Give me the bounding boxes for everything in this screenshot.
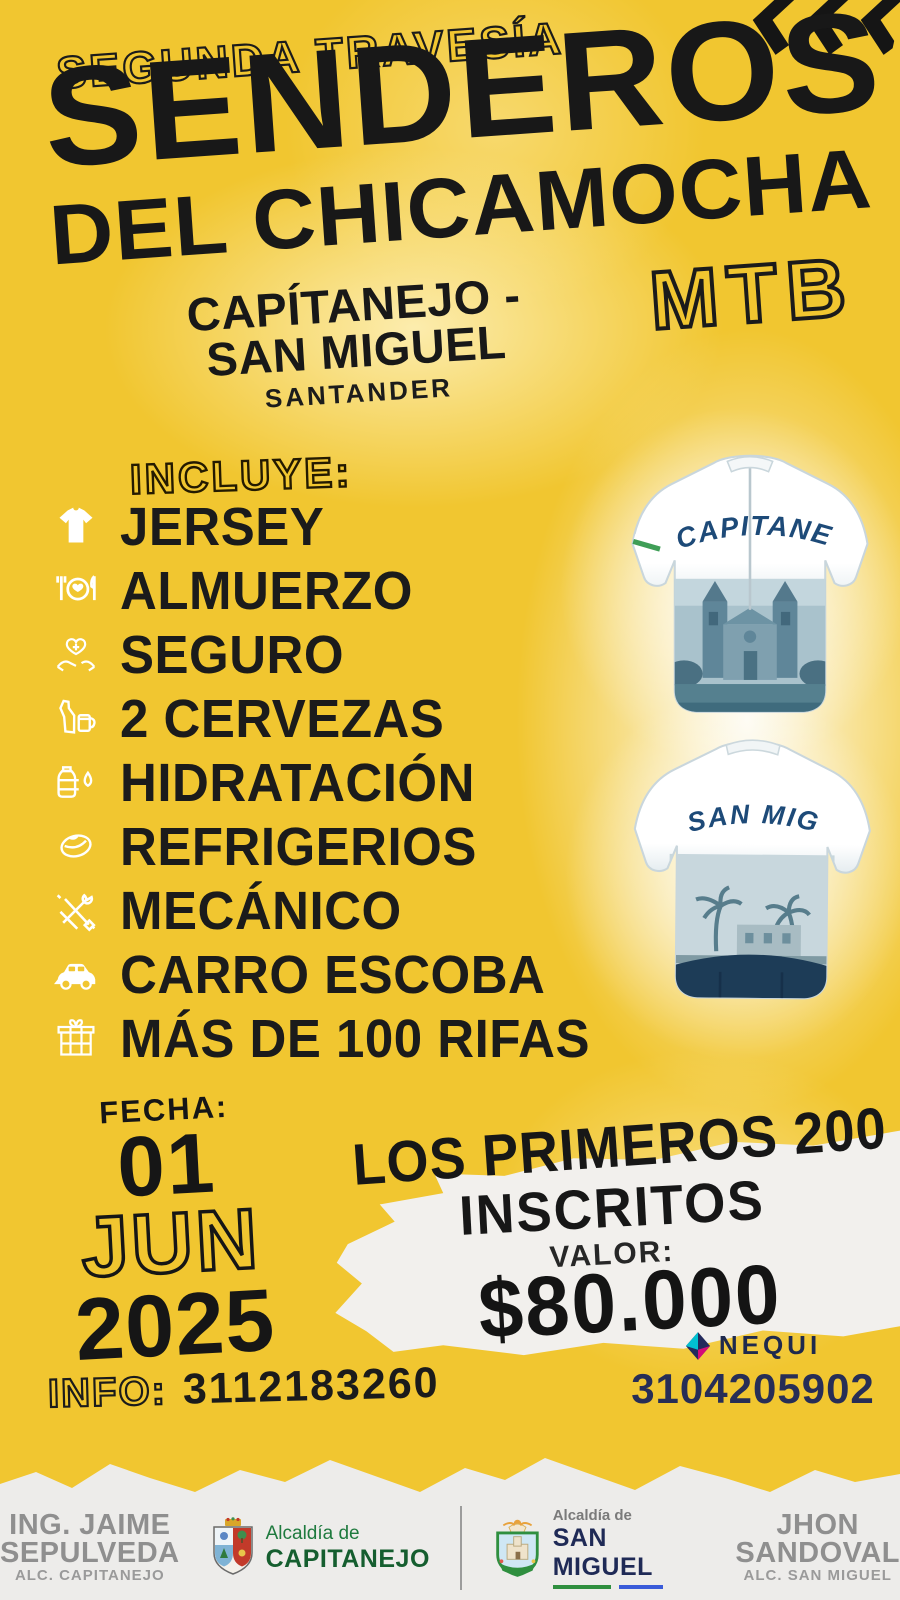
info-line: INFO: 3112183260 <box>46 1358 441 1418</box>
jersey-icon <box>52 504 100 548</box>
beers-icon <box>52 696 100 740</box>
capitanejo-logo-pre: Alcaldía de <box>265 1522 360 1544</box>
capitanejo-logo: Alcaldía de CAPITANEJO <box>210 1517 430 1579</box>
include-label: HIDRATACIÓN <box>120 751 475 813</box>
include-label: SEGURO <box>120 623 345 685</box>
list-item: MECÁNICO <box>52 878 590 942</box>
include-label: ALMUERZO <box>120 559 413 621</box>
list-item: SEGURO <box>52 622 590 686</box>
car-icon <box>52 952 100 996</box>
include-label: REFRIGERIOS <box>120 815 477 877</box>
nequi-label: NEQUI <box>718 1330 822 1360</box>
sanmiguel-logo: Alcaldía de SAN MIGUEL <box>492 1507 706 1589</box>
list-item: JERSEY <box>52 494 590 558</box>
torn-paper-edge <box>0 1458 900 1506</box>
chevrons-icon <box>752 0 900 55</box>
nequi-block: NEQUI 3104205902 <box>628 1330 878 1413</box>
nequi-logo-icon <box>685 1331 710 1360</box>
list-item: MÁS DE 100 RIFAS <box>52 1006 590 1070</box>
sanmiguel-logo-name: SAN MIGUEL <box>552 1524 653 1581</box>
hydration-icon <box>52 760 100 804</box>
list-item: 2 CERVEZAS <box>52 686 590 750</box>
route-block: CAPÍTANEJO - SAN MIGUEL SANTANDER <box>113 267 600 423</box>
capitanejo-crest-icon <box>212 1517 253 1575</box>
official-right-line2: SANDOVAL <box>735 1536 900 1569</box>
capitanejo-logo-name: CAPITANEJO <box>265 1544 430 1573</box>
official-right-line1: JHON <box>776 1509 859 1542</box>
date-block: FECHA: 01 JUN 2025 <box>23 1085 317 1379</box>
gift-icon <box>52 1016 100 1060</box>
footer-content: ING. JAIME SEPULVEDA ALC. CAPITANEJO <box>0 1498 900 1598</box>
list-item: REFRIGERIOS <box>52 814 590 878</box>
official-left-line3: ALC. CAPITANEJO <box>14 1567 165 1585</box>
nequi-phone: 3104205902 <box>631 1365 875 1412</box>
official-left-line1: ING. JAIME <box>9 1509 171 1542</box>
info-phone: 3112183260 <box>182 1358 441 1414</box>
official-left: ING. JAIME SEPULVEDA ALC. CAPITANEJO <box>0 1509 180 1585</box>
meal-icon <box>52 568 100 612</box>
include-label: MECÁNICO <box>120 879 402 941</box>
mechanic-icon <box>52 888 100 932</box>
official-right: JHON SANDOVAL ALC. SAN MIGUEL <box>735 1509 900 1585</box>
list-item: HIDRATACIÓN <box>52 750 590 814</box>
snack-icon <box>52 824 100 868</box>
jersey-front-image: CAPITANEJO <box>604 422 884 718</box>
jersey-back-image: SAN MIGUEL <box>608 708 887 1005</box>
date-year: 2025 <box>72 1269 278 1379</box>
insurance-icon <box>52 632 100 676</box>
include-label: CARRO ESCOBA <box>120 943 546 1005</box>
sanmiguel-logo-underlines <box>552 1585 706 1589</box>
official-left-line2: SEPULVEDA <box>0 1536 180 1569</box>
list-item: CARRO ESCOBA <box>52 942 590 1006</box>
sanmiguel-crest-icon <box>496 1519 539 1577</box>
official-right-line3: ALC. SAN MIGUEL <box>743 1567 892 1585</box>
includes-list: JERSEY ALMUERZO <box>52 494 590 1070</box>
info-label: INFO: <box>46 1368 168 1417</box>
footer-divider <box>459 1506 462 1590</box>
footer-bar <box>0 1500 900 1600</box>
brush-stroke-background <box>335 1128 900 1356</box>
include-label: MÁS DE 100 RIFAS <box>120 1007 590 1069</box>
list-item: ALMUERZO <box>52 558 590 622</box>
event-title-mtb: MTB <box>645 240 859 349</box>
include-label: 2 CERVEZAS <box>120 687 445 749</box>
sanmiguel-logo-pre: Alcaldía de <box>552 1507 632 1524</box>
include-label: JERSEY <box>120 495 325 557</box>
